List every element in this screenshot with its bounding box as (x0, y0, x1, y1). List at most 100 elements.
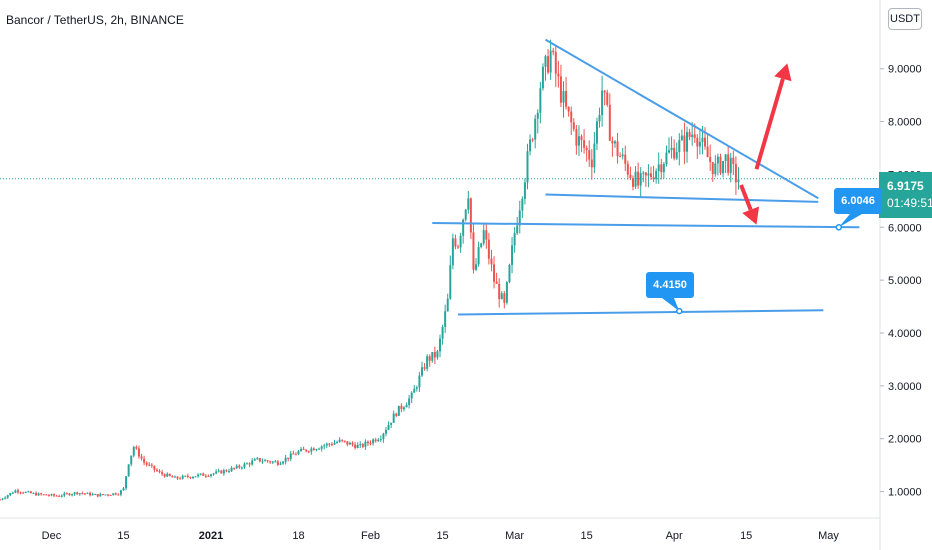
candle-body (168, 473, 171, 476)
candle-body (217, 470, 220, 472)
candle-body (451, 238, 454, 266)
candle-body (55, 495, 58, 497)
candle-body (184, 475, 187, 477)
candle-body (325, 443, 328, 446)
last-price-tag: 6.9175 01:49:51 (879, 172, 932, 218)
candle-body (590, 159, 593, 168)
candle-body (228, 471, 231, 473)
candle-body (639, 173, 642, 186)
forecast-arrows (739, 63, 792, 225)
candle-body (320, 446, 323, 449)
x-tick-label: 18 (292, 530, 304, 542)
callout-pointer (662, 298, 680, 312)
candle-body (711, 162, 714, 175)
candle-body (554, 52, 557, 74)
candle-body (132, 446, 135, 456)
candle-body (305, 449, 308, 452)
candle-body (495, 281, 498, 284)
candle-body (444, 311, 447, 327)
candle-body (22, 492, 25, 494)
candle-body (500, 293, 503, 300)
candle-body (601, 90, 604, 116)
candle-body (611, 140, 614, 144)
candle-body (60, 495, 63, 497)
candle-body (397, 405, 400, 416)
candle-body (395, 413, 398, 416)
candle-body (562, 91, 565, 103)
candle-body (204, 475, 207, 477)
candle-body (9, 493, 12, 496)
candle-body (662, 163, 665, 173)
candle-body (284, 457, 287, 462)
forecast-arrow-shaft (739, 184, 753, 211)
candle-body (583, 140, 586, 148)
candle-body (318, 448, 321, 450)
candle-body (230, 467, 233, 472)
trend-line (458, 309, 824, 316)
candle-body (719, 156, 722, 173)
candle-body (472, 232, 475, 270)
candle-body (402, 407, 405, 410)
candle-body (693, 134, 696, 138)
candle-body (544, 56, 547, 67)
candle-body (727, 154, 730, 173)
candle-body (400, 405, 403, 410)
callout-6-0046[interactable]: 6.0046 (834, 188, 882, 214)
candle-body (655, 170, 658, 180)
currency-badge[interactable]: USDT (888, 8, 922, 30)
candle-body (282, 461, 285, 464)
candle-body (336, 442, 339, 444)
candle-body (668, 150, 671, 153)
candle-body (382, 433, 385, 440)
candle-body (691, 134, 694, 138)
candle-body (390, 422, 393, 425)
candle-body (704, 137, 707, 147)
candle-body (439, 338, 441, 352)
x-tick-label: May (818, 530, 839, 542)
candle-body (197, 474, 200, 477)
candle-body (585, 147, 588, 151)
candle-body (279, 463, 282, 465)
candle-body (1, 498, 4, 500)
candle-body (58, 495, 61, 497)
candle-body (166, 473, 169, 477)
candle-body (464, 209, 467, 220)
candle-body (732, 157, 735, 164)
candle-body (629, 174, 632, 179)
candle-body (17, 490, 20, 493)
trend-line (544, 38, 819, 200)
candle-body (490, 258, 493, 265)
candle-body (626, 163, 629, 175)
last-price-value: 6.9175 (887, 179, 924, 193)
candle-body (343, 440, 346, 442)
candle-body (387, 424, 390, 430)
candle-body (534, 118, 537, 140)
candle-body (359, 444, 362, 446)
candle-body (577, 136, 580, 146)
candle-body (323, 445, 326, 447)
candle-body (233, 467, 236, 469)
trend-line (432, 222, 860, 229)
candle-body (212, 473, 215, 475)
candle-body (83, 493, 86, 495)
candle-body (104, 494, 107, 496)
y-tick-label: 2.0000 (888, 434, 922, 446)
candle-body (482, 230, 485, 244)
candle-body (289, 453, 292, 459)
candle-body (415, 387, 418, 389)
candle-body (673, 147, 676, 159)
callout-4-4150[interactable]: 4.4150 (646, 272, 694, 298)
y-tick-label: 1.0000 (888, 487, 922, 499)
candle-body (161, 472, 164, 475)
candle-body (686, 132, 689, 152)
candle-body (294, 454, 297, 456)
candle-body (642, 172, 645, 174)
callout-anchor (676, 307, 683, 315)
candle-body (45, 494, 48, 496)
candle-body (588, 150, 591, 160)
candle-body (243, 463, 246, 468)
candle-body (215, 471, 218, 474)
candle-body (109, 494, 112, 496)
candle-body (135, 446, 138, 449)
candle-body (505, 282, 508, 303)
